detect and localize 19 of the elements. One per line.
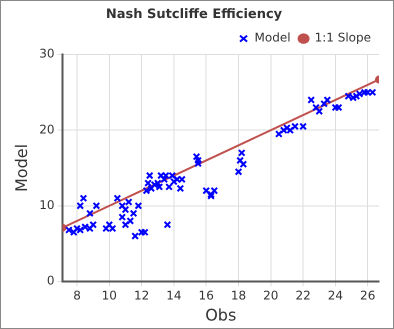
y-axis-title: Model: [12, 144, 31, 192]
x-tick-label: 26: [360, 288, 376, 303]
legend-label: Model: [254, 30, 291, 45]
x-tick-label: 18: [230, 288, 246, 303]
x-axis-title: Obs: [205, 306, 236, 325]
x-tick-label: 8: [73, 288, 81, 303]
x-tick-label: 10: [102, 288, 117, 303]
y-tick-label: 0: [46, 274, 54, 288]
y-tick-label: 20: [39, 122, 54, 136]
x-tick-label: 22: [295, 288, 311, 303]
y-tick-label: 10: [39, 198, 54, 212]
chart-title: Nash Sutcliffe Efficiency: [106, 7, 283, 22]
x-tick-label: 12: [134, 288, 150, 303]
x-tick-label: 14: [166, 288, 182, 303]
y-tick-label: 30: [39, 46, 54, 61]
x-tick-label: 20: [263, 288, 278, 303]
x-tick-label: 24: [328, 288, 344, 303]
x-tick-label: 16: [198, 288, 214, 303]
legend-label: 1:1 Slope: [314, 30, 371, 45]
